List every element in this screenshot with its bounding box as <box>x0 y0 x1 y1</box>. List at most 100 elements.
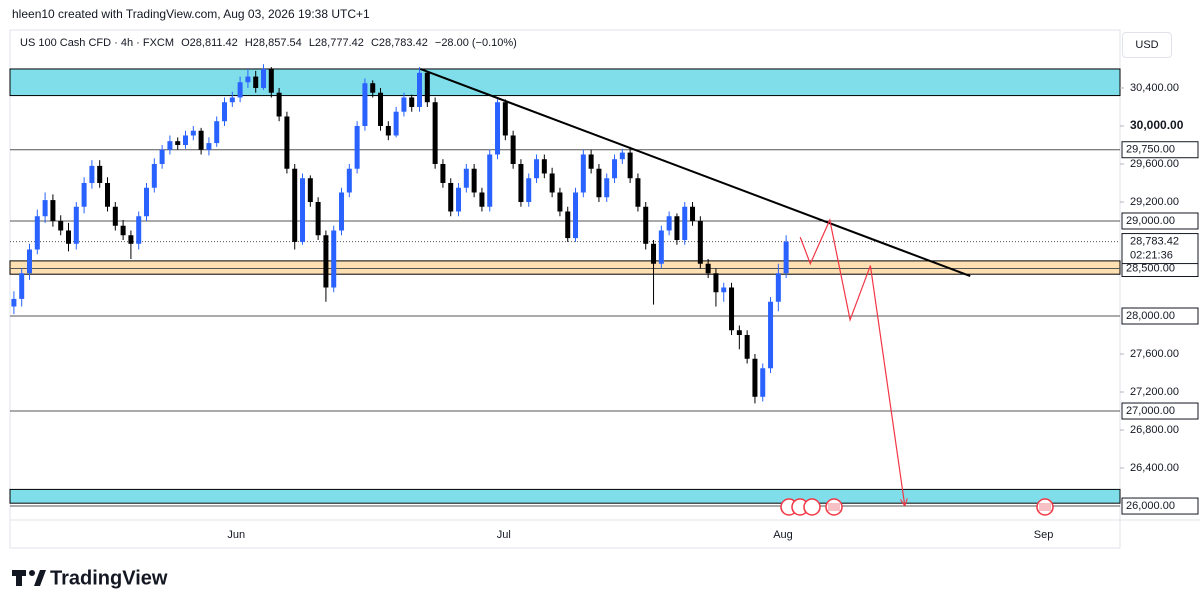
candle-body <box>573 192 579 239</box>
brand-logo: TradingView <box>12 567 168 589</box>
plot-frame <box>9 29 1121 549</box>
candle-body <box>27 249 33 274</box>
candle-body <box>775 273 781 302</box>
candle-body <box>73 206 79 244</box>
candle-body <box>713 273 719 293</box>
candle-body <box>34 216 40 250</box>
level-label: 28,500.00 <box>1126 262 1175 274</box>
candle-body <box>557 192 563 212</box>
candle-body <box>783 241 789 274</box>
y-tick-label: 29,600.00 <box>1130 158 1179 170</box>
candle-body <box>643 206 649 244</box>
candle-body <box>658 230 664 264</box>
zone <box>9 488 1121 504</box>
candle-body <box>190 130 196 136</box>
candle-body <box>604 178 610 198</box>
brand-name: TradingView <box>50 567 168 589</box>
candle-body <box>752 358 758 397</box>
x-tick-label: Sep <box>1034 529 1054 541</box>
level-label: 26,000.00 <box>1126 500 1175 512</box>
candle-body <box>112 206 118 226</box>
candle-body <box>222 102 228 122</box>
candle-body <box>534 159 540 179</box>
candle-body <box>729 287 735 331</box>
ohlc-high: H28,857.54 <box>244 37 302 49</box>
candle-body <box>354 125 360 169</box>
candle-body <box>588 154 594 169</box>
candle-body <box>300 178 306 242</box>
ohlc-close: C28,783.42 <box>370 37 428 49</box>
x-tick-label: Aug <box>773 529 793 541</box>
candle-body <box>42 200 48 217</box>
candle-body <box>424 72 430 103</box>
candle-body <box>526 178 532 202</box>
y-tick-label: 27,600.00 <box>1130 348 1179 360</box>
y-tick-label: 27,200.00 <box>1130 386 1179 398</box>
candle-body <box>50 200 56 221</box>
candle-body <box>596 168 602 198</box>
candle-body <box>245 76 251 83</box>
y-tick-label: 26,400.00 <box>1130 462 1179 474</box>
candle-body <box>541 159 547 174</box>
candle-body <box>261 68 267 88</box>
candle-body <box>378 92 384 126</box>
level-label: 29,000.00 <box>1126 215 1175 227</box>
candle-body <box>697 220 703 264</box>
candle-body <box>651 243 657 264</box>
candle-body <box>487 154 493 207</box>
candle-body <box>736 330 742 336</box>
candle-body <box>362 83 368 126</box>
x-tick-label: Jul <box>497 529 511 541</box>
candle-body <box>58 220 64 231</box>
candle-body <box>284 116 290 169</box>
candle-body <box>744 335 750 359</box>
candle-body <box>136 216 142 244</box>
candle-body <box>471 168 477 193</box>
level-label: 27,000.00 <box>1126 405 1175 417</box>
y-tick-label-bold: 30,000.00 <box>1130 118 1184 132</box>
forecast-path <box>799 218 905 505</box>
candle-body <box>448 182 454 212</box>
candle-body <box>97 165 103 183</box>
currency-button[interactable]: USD <box>1122 32 1172 58</box>
level-label-box <box>1121 402 1199 420</box>
symbol-bar: US 100 Cash CFD · 4h · FXCM O28,811.42 H… <box>20 37 521 49</box>
candle-body <box>253 76 259 88</box>
candle-body <box>66 230 72 244</box>
zone <box>9 260 1121 275</box>
candle-body <box>89 165 95 183</box>
candle-body <box>237 82 243 98</box>
candle-body <box>167 141 173 150</box>
candle-body <box>432 102 438 164</box>
candle-body <box>292 168 298 242</box>
price-label: 28,783.42 <box>1130 235 1179 247</box>
candle-body <box>128 235 134 244</box>
candle-body <box>175 141 181 145</box>
candle-body <box>619 152 625 160</box>
candle-body <box>315 201 321 236</box>
level-label-box <box>1121 307 1199 325</box>
chart-title: hleen10 created with TradingView.com, Au… <box>12 7 370 21</box>
candle-body <box>721 287 727 293</box>
candle-body <box>268 68 274 93</box>
y-tick-label: 26,800.00 <box>1130 424 1179 436</box>
candle-body <box>401 97 407 112</box>
candle-body <box>635 178 641 207</box>
change: −28.00 (−0.10%) <box>434 37 517 49</box>
candle-body <box>479 192 485 207</box>
candle-body <box>307 178 313 202</box>
candle-body <box>440 163 446 183</box>
candle-body <box>565 211 571 239</box>
candle-body <box>370 83 376 93</box>
ohlc-low: L28,777.42 <box>308 37 364 49</box>
event-icons <box>780 498 1054 516</box>
candle-body <box>120 225 126 236</box>
candle-body <box>612 159 618 179</box>
level-label-box <box>1121 141 1199 159</box>
candle-body <box>198 130 204 150</box>
candle-body <box>456 187 462 212</box>
ohlc-open: O28,811.42 <box>181 37 238 49</box>
y-tick-label: 30,400.00 <box>1130 82 1179 94</box>
candle-body <box>11 298 17 307</box>
